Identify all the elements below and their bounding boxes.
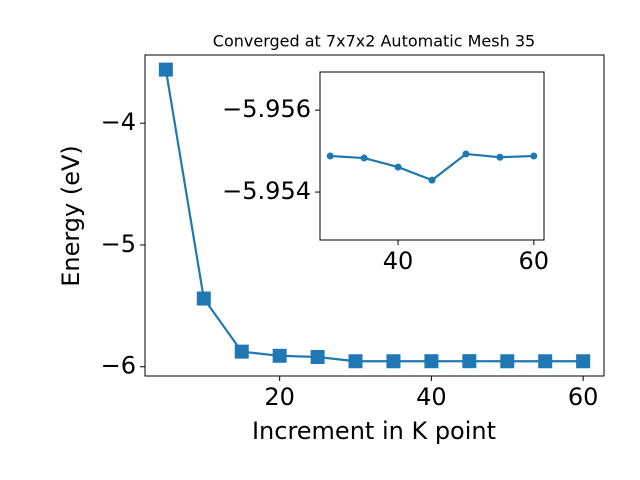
plot-frame xyxy=(144,54,605,377)
y-tick-label: −5 xyxy=(101,230,136,258)
y-tick-label: −4 xyxy=(101,108,136,136)
plot-frame xyxy=(319,71,545,241)
y-tick-label: −5.954 xyxy=(222,177,311,205)
marker xyxy=(234,344,249,359)
marker xyxy=(462,150,470,158)
x-tick-label: 20 xyxy=(264,383,295,411)
marker xyxy=(360,154,368,162)
marker xyxy=(196,291,211,306)
marker xyxy=(500,354,515,369)
marker xyxy=(272,348,287,363)
marker xyxy=(386,354,401,369)
marker xyxy=(310,350,325,365)
x-tick-label: 40 xyxy=(383,247,414,275)
marker xyxy=(462,354,477,369)
x-tick-label: 60 xyxy=(568,383,599,411)
chart-title: Converged at 7x7x2 Automatic Mesh 35 xyxy=(213,32,535,51)
marker xyxy=(530,152,538,160)
y-tick-label: −6 xyxy=(101,352,136,380)
marker xyxy=(348,354,363,369)
marker xyxy=(424,354,439,369)
marker xyxy=(326,152,334,160)
y-tick-label: −5.956 xyxy=(222,95,311,123)
x-tick-label: 40 xyxy=(416,383,447,411)
marker xyxy=(496,153,504,161)
marker xyxy=(428,176,436,184)
marker xyxy=(538,354,553,369)
y-axis-label: Energy (eV) xyxy=(57,145,85,287)
x-axis-label: Increment in K point xyxy=(252,417,496,445)
marker xyxy=(394,163,402,171)
marker xyxy=(576,354,591,369)
x-tick-label: 60 xyxy=(519,247,550,275)
marker xyxy=(158,62,173,77)
